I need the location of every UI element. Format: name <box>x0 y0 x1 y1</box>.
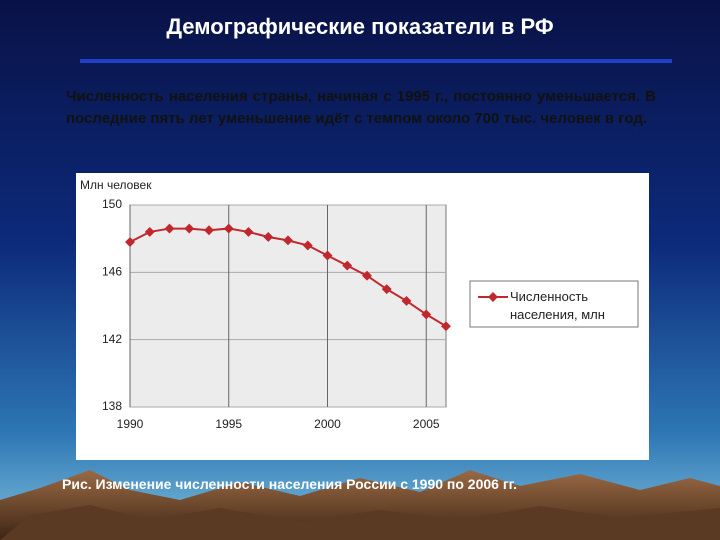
x-tick-label: 1995 <box>215 417 242 431</box>
data-point <box>144 226 155 237</box>
y-axis-label: Млн человек <box>80 178 152 192</box>
data-point <box>401 296 412 306</box>
y-tick-label: 146 <box>102 265 122 279</box>
data-point <box>184 223 195 234</box>
data-point <box>243 226 254 237</box>
chart: Млн человек 138 142 146 150 1990 1995 2000 2005 <box>76 173 649 460</box>
paragraph: Численность населения страны, начиная с … <box>66 88 656 127</box>
x-tick-label: 1990 <box>117 417 144 431</box>
caption: Рис. Изменение численности населения Рос… <box>62 476 517 492</box>
plot-area <box>129 204 447 408</box>
x-tick-label: 2005 <box>413 417 440 431</box>
data-point <box>362 270 372 281</box>
y-tick-label: 142 <box>102 332 122 346</box>
data-point <box>204 225 214 236</box>
data-point <box>441 321 451 332</box>
legend-label: Численность населения, млн <box>510 289 605 322</box>
title: Демографические показатели в РФ <box>166 14 554 39</box>
x-tick-label: 2000 <box>314 417 341 431</box>
legend-box <box>469 280 639 328</box>
data-point <box>223 223 234 234</box>
y-tick-label: 138 <box>102 399 122 413</box>
y-tick-label: 150 <box>102 197 122 211</box>
foothills <box>0 505 720 540</box>
title-rule <box>80 59 672 63</box>
data-point <box>164 223 175 234</box>
data-point <box>421 309 432 320</box>
